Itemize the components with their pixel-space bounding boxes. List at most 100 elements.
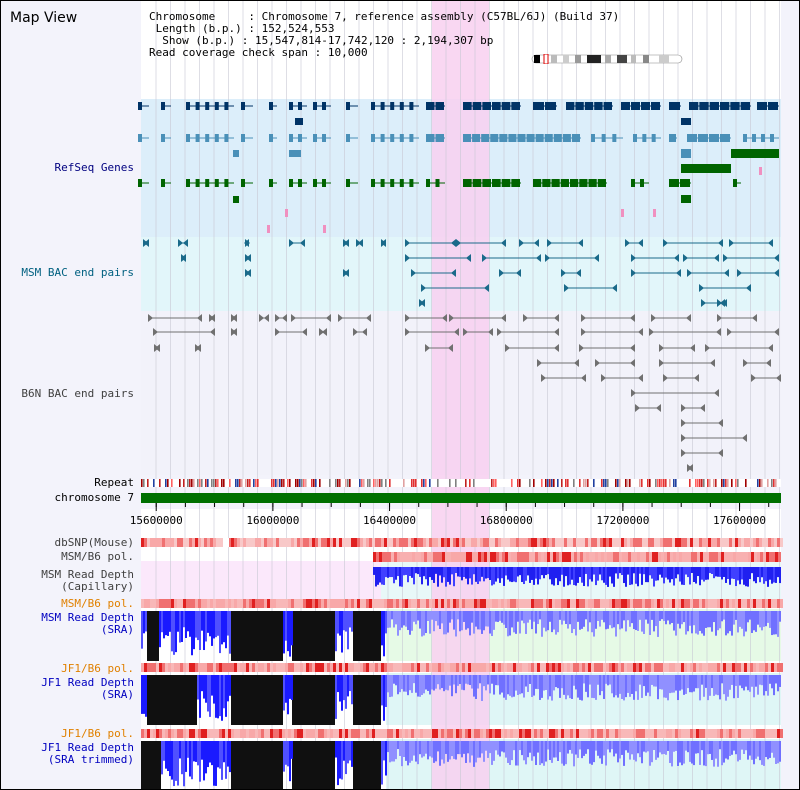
dbsnp-density bbox=[489, 538, 492, 547]
gene-exon bbox=[399, 102, 404, 110]
msm-capillary-depth-bar bbox=[533, 567, 535, 585]
msm-sra-depth-bar bbox=[675, 611, 677, 636]
gene-exon bbox=[545, 102, 556, 110]
msm-capillary-depth-bar bbox=[397, 567, 399, 577]
msm-sra-depth-bar bbox=[463, 611, 465, 622]
dbsnp-density bbox=[171, 538, 174, 547]
jf1-pol2-density bbox=[603, 729, 606, 738]
msm-bac-pair-end bbox=[774, 254, 779, 262]
jf1-trim-depth-bar bbox=[529, 741, 531, 753]
msm-capillary-depth-bar bbox=[459, 567, 461, 577]
gene-exon bbox=[472, 134, 481, 142]
jf1-pol-density bbox=[165, 663, 168, 672]
jf1-pol2-density bbox=[156, 729, 159, 738]
gene-exon bbox=[490, 134, 499, 142]
jf1-trim-depth-bar bbox=[403, 741, 405, 758]
msm-sra-depth-bar bbox=[145, 611, 147, 632]
repeat-element bbox=[199, 479, 201, 487]
msm-sra-depth-bar bbox=[655, 611, 657, 627]
b6n-bac-pair-end bbox=[710, 359, 715, 367]
jf1-sra-depth-bar bbox=[695, 675, 697, 689]
msm-pol-density bbox=[538, 552, 541, 562]
msm-capillary-depth-bar bbox=[685, 567, 687, 575]
msm-sra-depth-bar bbox=[289, 611, 291, 657]
msm-bac-pair-end bbox=[536, 254, 541, 262]
jf1-sra-depth-bar bbox=[515, 675, 517, 691]
gene-exon bbox=[313, 134, 317, 142]
jf1-pol-density bbox=[714, 663, 717, 672]
jf1-trim-depth-bar bbox=[201, 741, 203, 760]
msm-bac-pair-end bbox=[405, 239, 410, 247]
msm-pol2-density bbox=[768, 599, 771, 608]
jf1-pol-density bbox=[222, 663, 225, 672]
msm-capillary-depth-bar bbox=[549, 567, 551, 580]
jf1-pol-density bbox=[534, 663, 537, 672]
jf1-trim-depth-bar bbox=[705, 741, 707, 767]
msm-capillary-depth-bar bbox=[719, 567, 721, 577]
jf1-pol-density bbox=[579, 663, 582, 672]
msm-sra-depth-bar bbox=[443, 611, 445, 635]
dbsnp-density bbox=[555, 538, 558, 547]
msm-pol2-density bbox=[738, 599, 741, 608]
msm-b6-pol-label-2: MSM/B6 pol. bbox=[61, 597, 134, 610]
jf1-sra-depth-bar bbox=[639, 675, 641, 685]
msm-bac-pair-end bbox=[663, 239, 668, 247]
msm-capillary-depth-bar bbox=[553, 567, 555, 586]
jf1-pol-density bbox=[228, 663, 231, 672]
msm-pol-density bbox=[520, 552, 523, 562]
jf1-pol-density bbox=[633, 663, 636, 672]
msm-capillary-depth-bar bbox=[747, 567, 749, 587]
msm-sra-depth-bar bbox=[479, 611, 481, 630]
chromosome-ideogram[interactable] bbox=[531, 54, 683, 64]
dbsnp-density bbox=[156, 538, 159, 547]
jf1-pol-density bbox=[303, 663, 306, 672]
msm-sra-depth-bar bbox=[197, 611, 199, 641]
b6n-bac-pair-end bbox=[353, 328, 358, 336]
jf1-trim-depth-bar bbox=[541, 741, 543, 764]
jf1-pol-density bbox=[450, 663, 453, 672]
jf1-sra-depth-bar bbox=[343, 675, 345, 701]
msm-sra-depth-bar bbox=[515, 611, 517, 634]
jf1-trim-depth-bar bbox=[173, 741, 175, 787]
jf1-trim-depth-bar bbox=[633, 741, 635, 760]
msm-pol-density bbox=[652, 552, 655, 562]
msm-sra-depth-bar bbox=[631, 611, 633, 624]
jf1-sra-depth-bar bbox=[625, 675, 627, 698]
repeat-element bbox=[215, 479, 217, 487]
msm-sra-depth-bar bbox=[701, 611, 703, 634]
jf1-sra-depth-bar bbox=[573, 675, 575, 686]
dbsnp-density bbox=[576, 538, 579, 547]
jf1-trim-depth-bar bbox=[517, 741, 519, 766]
msm-pol-density bbox=[568, 552, 571, 562]
jf1-pol2-density bbox=[630, 729, 633, 738]
msm-capillary-depth-bar bbox=[471, 567, 473, 585]
jf1-trim-depth-bar bbox=[559, 741, 561, 753]
gene-exon bbox=[566, 102, 575, 110]
repeat-element bbox=[193, 479, 195, 487]
dbsnp-density bbox=[591, 538, 594, 547]
jf1-sra-depth-bar bbox=[475, 675, 477, 699]
jf1-pol2-density bbox=[180, 729, 183, 738]
jf1-pol2-density bbox=[336, 729, 339, 738]
msm-pol2-density bbox=[660, 599, 663, 608]
b6n-bac-pair-end bbox=[366, 314, 371, 322]
dbsnp-density bbox=[219, 538, 222, 547]
jf1-pol-density bbox=[444, 663, 447, 672]
msm-pol2-density bbox=[474, 599, 477, 608]
msm-sra-depth-bar bbox=[335, 611, 337, 652]
jf1-pol2-density bbox=[615, 729, 618, 738]
msm-pol-density bbox=[715, 552, 718, 562]
msm-capillary-depth-bar bbox=[435, 567, 437, 574]
jf1-pol2-density bbox=[540, 729, 543, 738]
msm-pol2-density bbox=[585, 599, 588, 608]
msm-capillary-depth-bar bbox=[509, 567, 511, 582]
msm-sra-depth-bar bbox=[497, 611, 499, 622]
dbsnp-density bbox=[669, 538, 672, 547]
msm-pol2-density bbox=[465, 599, 468, 608]
jf1-pol2-density bbox=[225, 729, 228, 738]
msm-sra-depth-bar bbox=[711, 611, 713, 632]
msm-sra-depth-bar bbox=[471, 611, 473, 623]
msm-bac-pair-end bbox=[482, 254, 487, 262]
jf1-sra-depth-bar bbox=[471, 675, 473, 689]
